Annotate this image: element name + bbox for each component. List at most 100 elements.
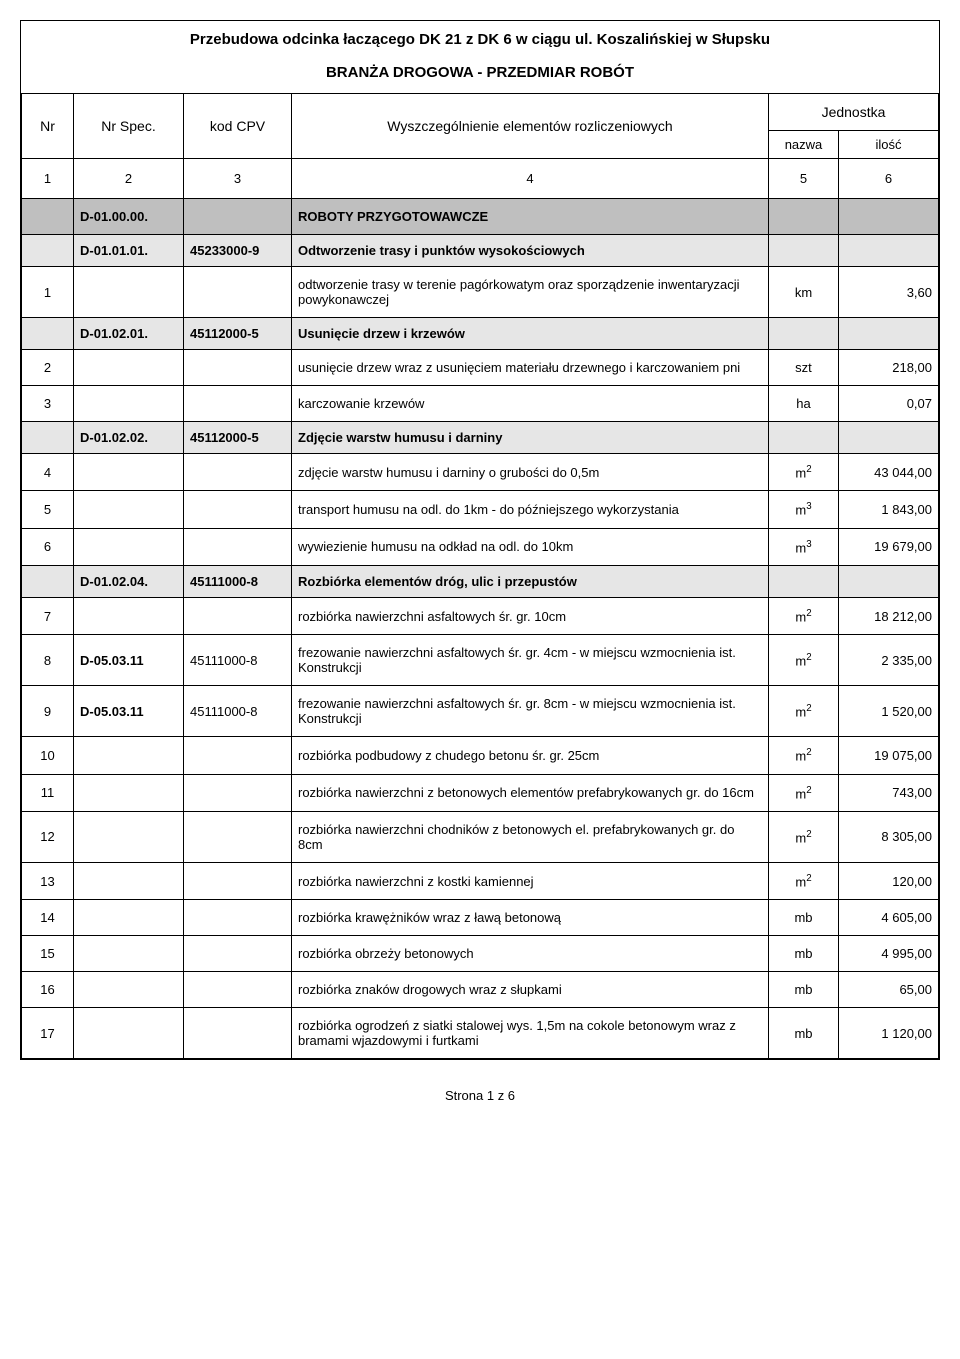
table-row: 3karczowanie krzewówha0,07: [22, 386, 939, 422]
cell-unit: m2: [768, 811, 838, 862]
table-row: 8D-05.03.1145111000-8frezowanie nawierzc…: [22, 635, 939, 686]
cell-desc: Rozbiórka elementów dróg, ulic i przepus…: [292, 565, 769, 597]
hdr-cpv: kod CPV: [184, 94, 292, 159]
cell-cpv: [184, 350, 292, 386]
cell-unit: m2: [768, 862, 838, 899]
cell-nr: 5: [22, 491, 74, 528]
cell-nr: 6: [22, 528, 74, 565]
cell-cpv: [184, 972, 292, 1008]
cell-spec: [74, 350, 184, 386]
cell-qty: [838, 235, 938, 267]
section-header-light: D-01.02.04.45111000-8Rozbiórka elementów…: [22, 565, 939, 597]
cell-nr: [22, 422, 74, 454]
cell-qty: 1 843,00: [838, 491, 938, 528]
table-row: 14rozbiórka krawężników wraz z ławą beto…: [22, 900, 939, 936]
cell-spec: [74, 1008, 184, 1059]
cell-desc: Odtworzenie trasy i punktów wysokościowy…: [292, 235, 769, 267]
cell-desc: usunięcie drzew wraz z usunięciem materi…: [292, 350, 769, 386]
cell-qty: [838, 422, 938, 454]
cell-nr: 14: [22, 900, 74, 936]
cell-spec: D-01.02.01.: [74, 318, 184, 350]
cell-unit: [768, 422, 838, 454]
colnum-5: 5: [768, 159, 838, 199]
cell-unit: ha: [768, 386, 838, 422]
cell-spec: [74, 936, 184, 972]
colnum-1: 1: [22, 159, 74, 199]
cell-desc: rozbiórka ogrodzeń z siatki stalowej wys…: [292, 1008, 769, 1059]
colnum-4: 4: [292, 159, 769, 199]
cell-spec: [74, 491, 184, 528]
cell-unit: m3: [768, 528, 838, 565]
table-row: 5transport humusu na odl. do 1km - do pó…: [22, 491, 939, 528]
table-row: 7rozbiórka nawierzchni asfaltowych śr. g…: [22, 597, 939, 634]
cell-nr: 12: [22, 811, 74, 862]
cell-spec: D-01.02.02.: [74, 422, 184, 454]
cell-desc: wywiezienie humusu na odkład na odl. do …: [292, 528, 769, 565]
cell-desc: frezowanie nawierzchni asfaltowych śr. g…: [292, 635, 769, 686]
cell-spec: [74, 267, 184, 318]
cell-cpv: [184, 454, 292, 491]
hdr-nr: Nr: [22, 94, 74, 159]
table-row: 15rozbiórka obrzeży betonowychmb4 995,00: [22, 936, 939, 972]
cell-cpv: [184, 774, 292, 811]
cell-spec: D-05.03.11: [74, 635, 184, 686]
cell-nr: 11: [22, 774, 74, 811]
hdr-desc: Wyszczególnienie elementów rozliczeniowy…: [292, 94, 769, 159]
cell-nr: [22, 199, 74, 235]
column-number-row: 1 2 3 4 5 6: [22, 159, 939, 199]
cell-desc: Zdjęcie warstw humusu i darniny: [292, 422, 769, 454]
cell-cpv: 45111000-8: [184, 686, 292, 737]
cell-nr: 7: [22, 597, 74, 634]
cell-desc: ROBOTY PRZYGOTOWAWCZE: [292, 199, 769, 235]
cell-nr: 8: [22, 635, 74, 686]
cell-unit: [768, 235, 838, 267]
colnum-2: 2: [74, 159, 184, 199]
cell-spec: [74, 597, 184, 634]
table-row: 11 rozbiórka nawierzchni z betonowych ele…: [22, 774, 939, 811]
table-row: 17 rozbiórka ogrodzeń z siatki stalowej w…: [22, 1008, 939, 1059]
title-block: Przebudowa odcinka łaczącego DK 21 z DK …: [21, 21, 939, 93]
cell-unit: szt: [768, 350, 838, 386]
cell-cpv: 45112000-5: [184, 422, 292, 454]
section-header-light: D-01.02.01.45112000-5Usunięcie drzew i k…: [22, 318, 939, 350]
title-line1: Przebudowa odcinka łaczącego DK 21 z DK …: [29, 31, 931, 48]
cell-unit: m2: [768, 737, 838, 774]
cell-nr: [22, 318, 74, 350]
cell-cpv: [184, 862, 292, 899]
cell-cpv: [184, 597, 292, 634]
cell-unit: mb: [768, 1008, 838, 1059]
cell-nr: [22, 235, 74, 267]
cell-spec: [74, 900, 184, 936]
hdr-spec: Nr Spec.: [74, 94, 184, 159]
table-row: 2usunięcie drzew wraz z usunięciem mater…: [22, 350, 939, 386]
cell-unit: m2: [768, 597, 838, 634]
cell-qty: 8 305,00: [838, 811, 938, 862]
header-row: Nr Nr Spec. kod CPV Wyszczególnienie ele…: [22, 94, 939, 131]
cell-cpv: 45111000-8: [184, 565, 292, 597]
main-table: Nr Nr Spec. kod CPV Wyszczególnienie ele…: [21, 93, 939, 1059]
page-footer: Strona 1 z 6: [20, 1088, 940, 1103]
cell-cpv: [184, 386, 292, 422]
cell-desc: rozbiórka obrzeży betonowych: [292, 936, 769, 972]
cell-desc: rozbiórka nawierzchni chodników z betono…: [292, 811, 769, 862]
cell-qty: 19 075,00: [838, 737, 938, 774]
cell-spec: D-01.02.04.: [74, 565, 184, 597]
cell-desc: rozbiórka nawierzchni z betonowych eleme…: [292, 774, 769, 811]
cell-cpv: 45111000-8: [184, 635, 292, 686]
cell-unit: m2: [768, 635, 838, 686]
title-line2: BRANŻA DROGOWA - PRZEDMIAR ROBÓT: [29, 64, 931, 81]
cell-nr: 17: [22, 1008, 74, 1059]
table-row: 10rozbiórka podbudowy z chudego betonu ś…: [22, 737, 939, 774]
cell-nr: 9: [22, 686, 74, 737]
cell-spec: [74, 386, 184, 422]
cell-desc: odtworzenie trasy w terenie pagórkowatym…: [292, 267, 769, 318]
table-row: 13rozbiórka nawierzchni z kostki kamienn…: [22, 862, 939, 899]
cell-qty: 18 212,00: [838, 597, 938, 634]
cell-unit: m2: [768, 454, 838, 491]
cell-qty: 120,00: [838, 862, 938, 899]
cell-unit: m2: [768, 686, 838, 737]
cell-cpv: [184, 491, 292, 528]
cell-unit: m3: [768, 491, 838, 528]
section-header-light: D-01.01.01.45233000-9Odtworzenie trasy i…: [22, 235, 939, 267]
cell-unit: km: [768, 267, 838, 318]
